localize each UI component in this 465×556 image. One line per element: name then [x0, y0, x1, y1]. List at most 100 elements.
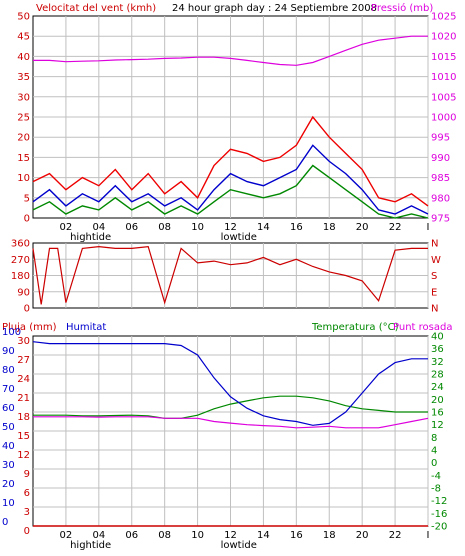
- pressure-tick-label: 1005: [431, 92, 456, 103]
- pressure-tick-label: 1015: [431, 52, 456, 63]
- wind-tick-label: 40: [17, 52, 30, 63]
- x-tick-label: I: [427, 530, 430, 541]
- x-tick-label: 10: [191, 530, 204, 541]
- humidity-tick-label: 60: [2, 403, 15, 414]
- pressure-ticks: 975 980 985 990 995 1000 1005 1010 1015 1020 1025: [431, 12, 456, 225]
- x-tick-label: 06: [125, 222, 138, 233]
- direction-grid: [33, 243, 429, 308]
- direction-compass-tick-label: N: [431, 239, 438, 250]
- rain-tick-label: 12: [17, 450, 30, 461]
- dewpoint-line: [33, 416, 429, 429]
- pressure-line: [33, 35, 428, 66]
- wind-tick-label: 35: [17, 72, 30, 83]
- wind-tick-label: 10: [17, 173, 30, 184]
- rain-tick-label: 18: [17, 412, 30, 423]
- rain-axis-label: Pluja (mm): [2, 322, 57, 333]
- wind-gust-line: [32, 115, 429, 207]
- rain-tick-label: 3: [24, 507, 30, 518]
- pressure-tick-label: 1020: [431, 32, 456, 43]
- x-tick-label: 14: [257, 222, 270, 233]
- rain-tick-label: 6: [24, 488, 30, 499]
- temperature-tick-label: 28: [431, 370, 444, 381]
- wind-tick-label: 50: [17, 12, 30, 23]
- x-tick-label: 22: [389, 222, 402, 233]
- humidity-tick-label: 30: [2, 460, 15, 471]
- humidity-temperature-series: [32, 341, 429, 527]
- rain-tick-label: 9: [24, 469, 30, 480]
- x-tick-label: 04: [92, 222, 105, 233]
- temperature-tick-label: 20: [431, 395, 444, 406]
- direction-series: [32, 245, 428, 305]
- direction-degree-tick-label: 180: [11, 271, 30, 282]
- direction-degree-tick-label: 90: [17, 287, 30, 298]
- temperature-tick-label: 4: [431, 446, 437, 457]
- temperature-line: [33, 395, 428, 419]
- wind-average-line: [32, 144, 429, 215]
- direction-compass-tick-label: S: [431, 271, 437, 282]
- x-tick-label: 04: [92, 530, 105, 541]
- x-ticks-top: 02 04 06 08 10 12 14 16 18 20 22 I: [60, 222, 430, 233]
- temperature-tick-label: 8: [431, 433, 437, 444]
- rain-tick-label: 27: [17, 355, 30, 366]
- wind-low-line: [32, 164, 429, 219]
- rain-tick-label: 21: [17, 393, 30, 404]
- humidity-axis-label: Humitat: [66, 322, 106, 333]
- x-tick-label: 10: [191, 222, 204, 233]
- direction-degree-tick-label: 270: [11, 255, 30, 266]
- x-tick-label: 20: [356, 222, 369, 233]
- pressure-axis-label: Pressió (mb): [371, 2, 433, 14]
- x-ticks-bottom: 02 04 06 08 10 12 14 16 18 20 22 I: [60, 530, 430, 541]
- pressure-tick-label: 995: [431, 133, 450, 144]
- humidity-tick-label: 70: [2, 384, 15, 395]
- rain-tick-label: 24: [17, 374, 30, 385]
- x-tick-label: 16: [290, 222, 303, 233]
- temperature-tick-label: 0: [431, 458, 437, 469]
- x-tick-label: 12: [224, 530, 237, 541]
- x-tick-label: 18: [323, 530, 336, 541]
- wind-tick-label: 15: [17, 153, 30, 164]
- dewpoint-axis-label: Punt rosada: [393, 322, 452, 333]
- wind-ticks: 0 5 10 15 20 25 30 35 40 45 50: [17, 12, 30, 225]
- temperature-tick-label: -20: [431, 522, 447, 533]
- temperature-tick-label: -12: [431, 496, 447, 507]
- humidity-tick-label: 0: [2, 517, 8, 528]
- humidity-tick-label: 20: [2, 479, 15, 490]
- direction-degree-ticks: 0 90 180 270 360: [11, 239, 30, 315]
- direction-compass-tick-label: W: [431, 255, 441, 266]
- temperature-tick-label: 32: [431, 357, 444, 368]
- x-tick-label: 14: [257, 530, 270, 541]
- humidity-tick-label: 90: [2, 346, 15, 357]
- temperature-tick-label: -4: [431, 471, 441, 482]
- rain-tick-label: 30: [17, 336, 30, 347]
- x-tick-label: 18: [323, 222, 336, 233]
- hightide-label-top: hightide: [70, 232, 111, 243]
- direction-compass-tick-label: N: [431, 304, 438, 315]
- humidity-tick-label: 50: [2, 422, 15, 433]
- pressure-tick-label: 980: [431, 193, 450, 204]
- wind-tick-label: 25: [17, 113, 30, 124]
- pressure-tick-label: 1000: [431, 113, 456, 124]
- humidity-tick-label: 80: [2, 365, 15, 376]
- x-tick-label: I: [427, 222, 430, 233]
- pressure-tick-label: 990: [431, 153, 450, 164]
- x-tick-label: 02: [60, 222, 73, 233]
- rain-tick-label: 0: [24, 526, 30, 537]
- lowtide-label-bottom: lowtide: [221, 540, 257, 551]
- hightide-label-bottom: hightide: [70, 540, 111, 551]
- wind-direction-line: [32, 245, 428, 305]
- direction-degree-tick-label: 0: [24, 304, 30, 315]
- humidity-tick-label: 100: [2, 327, 21, 338]
- x-tick-label: 16: [290, 530, 303, 541]
- x-tick-label: 20: [356, 530, 369, 541]
- pressure-tick-label: 975: [431, 214, 450, 225]
- x-tick-label: 02: [60, 530, 73, 541]
- temperature-tick-label: -8: [431, 484, 441, 495]
- pressure-tick-label: 985: [431, 173, 450, 184]
- wind-tick-label: 30: [17, 92, 30, 103]
